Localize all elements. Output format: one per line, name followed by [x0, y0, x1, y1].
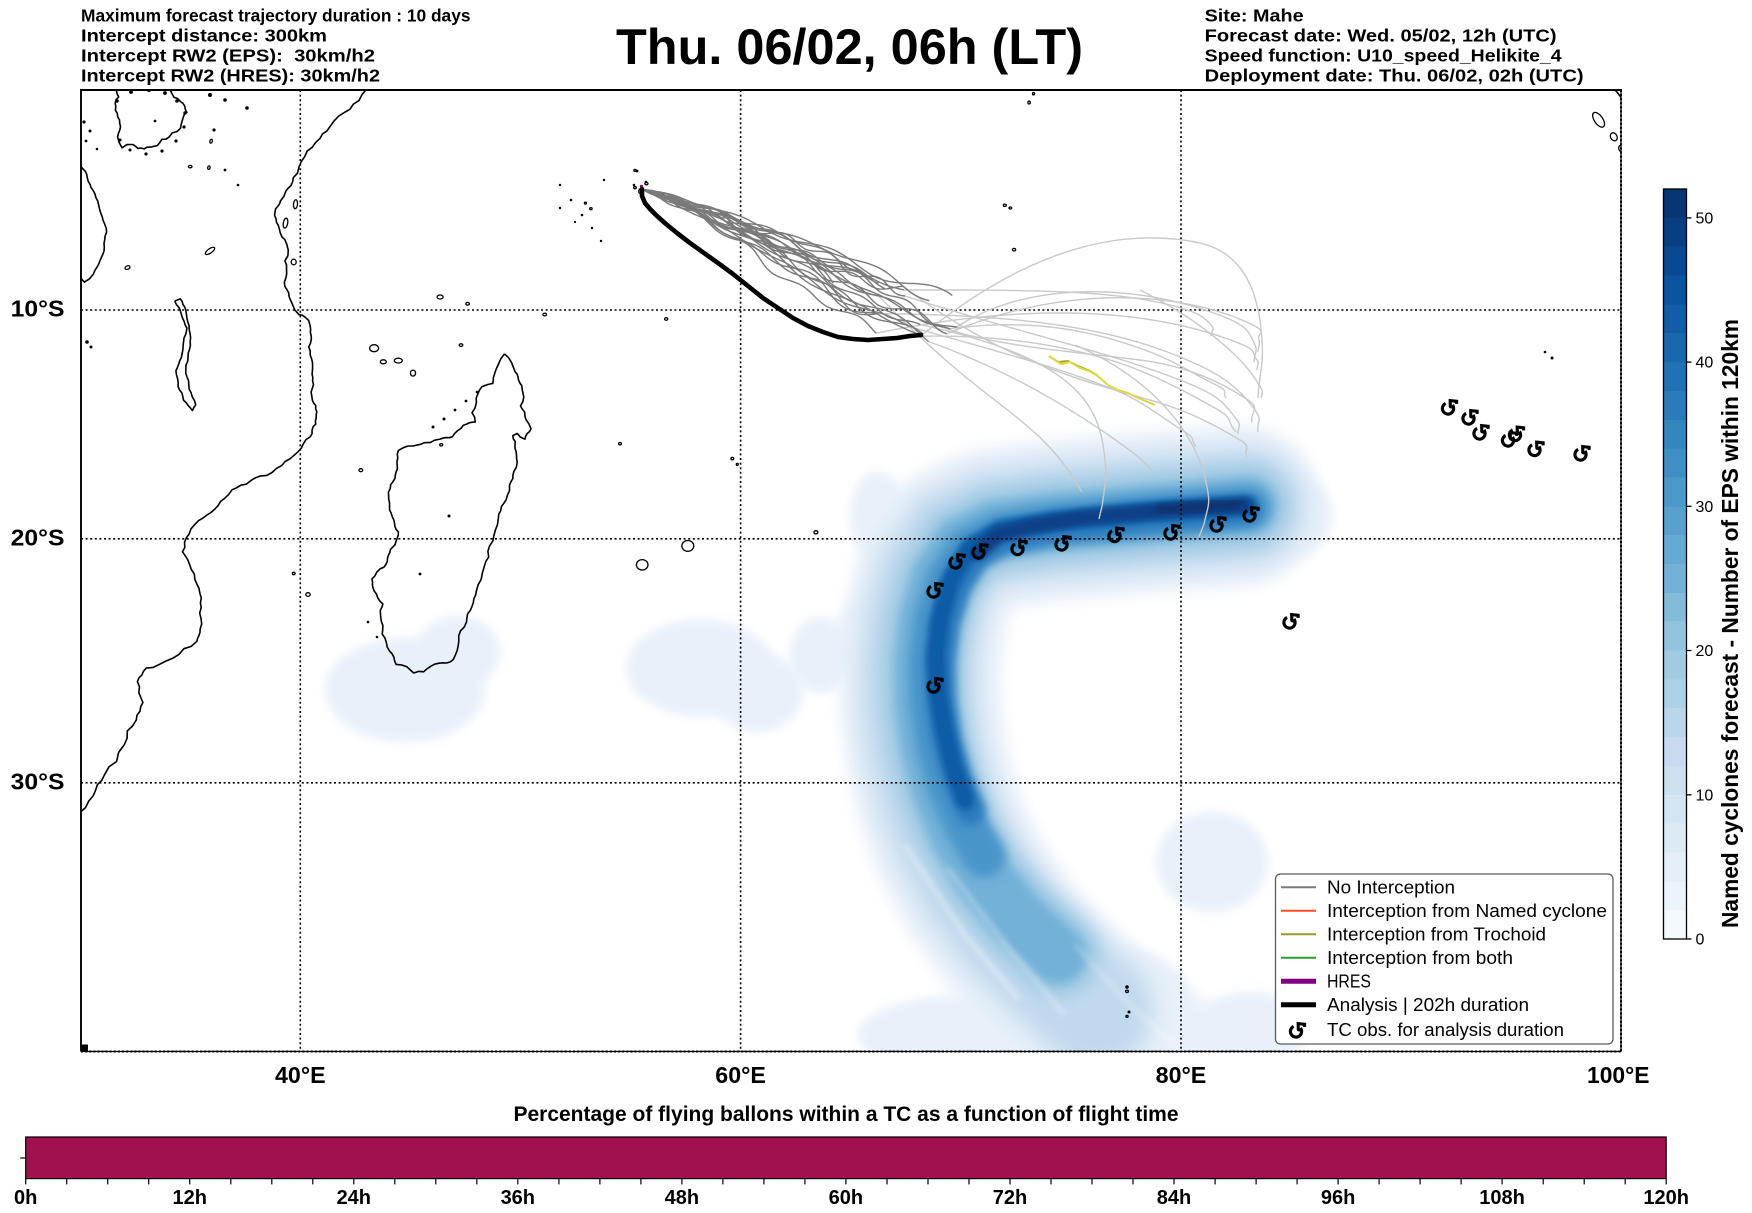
svg-text:0h: 0h	[14, 1187, 37, 1209]
svg-text:60°E: 60°E	[715, 1062, 766, 1088]
svg-text:24h: 24h	[337, 1187, 371, 1209]
svg-text:Speed function: U10_speed_Heli: Speed function: U10_speed_Helikite_4	[1205, 46, 1562, 66]
svg-text:Percentage of flying ballons w: Percentage of flying ballons within a TC…	[513, 1103, 1178, 1126]
svg-text:30°S: 30°S	[11, 768, 65, 794]
svg-text:Interception from both: Interception from both	[1327, 948, 1513, 968]
svg-text:Maximum forecast trajectory du: Maximum forecast trajectory duration : 1…	[81, 6, 471, 26]
svg-text:40: 40	[1696, 355, 1714, 372]
svg-text:10: 10	[1696, 787, 1714, 804]
svg-text:36h: 36h	[501, 1187, 535, 1209]
svg-text:80°E: 80°E	[1156, 1062, 1207, 1088]
svg-text:Site: Mahe: Site: Mahe	[1205, 6, 1304, 26]
svg-text:72h: 72h	[993, 1187, 1027, 1209]
svg-text:96h: 96h	[1321, 1187, 1355, 1209]
svg-text:Named cyclones forecast - Numb: Named cyclones forecast - Number of EPS …	[1717, 319, 1743, 928]
svg-text:20: 20	[1696, 643, 1714, 660]
svg-text:12h: 12h	[172, 1187, 206, 1209]
svg-text:48h: 48h	[665, 1187, 699, 1209]
svg-text:TC obs. for analysis duration: TC obs. for analysis duration	[1327, 1020, 1564, 1040]
svg-text:84h: 84h	[1157, 1187, 1191, 1209]
svg-text:HRES: HRES	[1327, 971, 1371, 991]
svg-text:Deployment date: Thu. 06/02, 0: Deployment date: Thu. 06/02, 02h (UTC)	[1205, 66, 1584, 86]
svg-text:Intercept RW2 (HRES): 30km/h2: Intercept RW2 (HRES): 30km/h2	[81, 66, 380, 86]
svg-text:No Interception: No Interception	[1327, 877, 1455, 897]
svg-text:60h: 60h	[829, 1187, 863, 1209]
svg-text:20°S: 20°S	[11, 524, 65, 550]
svg-text:Interception from Trochoid: Interception from Trochoid	[1327, 924, 1546, 944]
svg-text:120h: 120h	[1643, 1187, 1689, 1209]
svg-text:Analysis | 202h duration: Analysis | 202h duration	[1327, 995, 1529, 1015]
svg-text:40°E: 40°E	[275, 1062, 326, 1088]
svg-text:100°E: 100°E	[1587, 1062, 1650, 1088]
svg-text:0: 0	[1696, 932, 1705, 949]
svg-text:Intercept RW2 (EPS): 30km/h2: Intercept RW2 (EPS): 30km/h2	[81, 46, 375, 66]
svg-text:108h: 108h	[1479, 1187, 1525, 1209]
svg-text:50: 50	[1696, 210, 1714, 227]
svg-text:Intercept distance: 300km: Intercept distance: 300km	[81, 26, 327, 46]
svg-text:Interception from Named cyclon: Interception from Named cyclone	[1327, 901, 1607, 921]
svg-text:30: 30	[1696, 499, 1714, 516]
svg-text:Thu. 06/02, 06h (LT): Thu. 06/02, 06h (LT)	[616, 18, 1083, 75]
svg-text:Forecast date: Wed. 05/02, 12h: Forecast date: Wed. 05/02, 12h (UTC)	[1205, 26, 1557, 46]
svg-text:10°S: 10°S	[11, 296, 65, 322]
